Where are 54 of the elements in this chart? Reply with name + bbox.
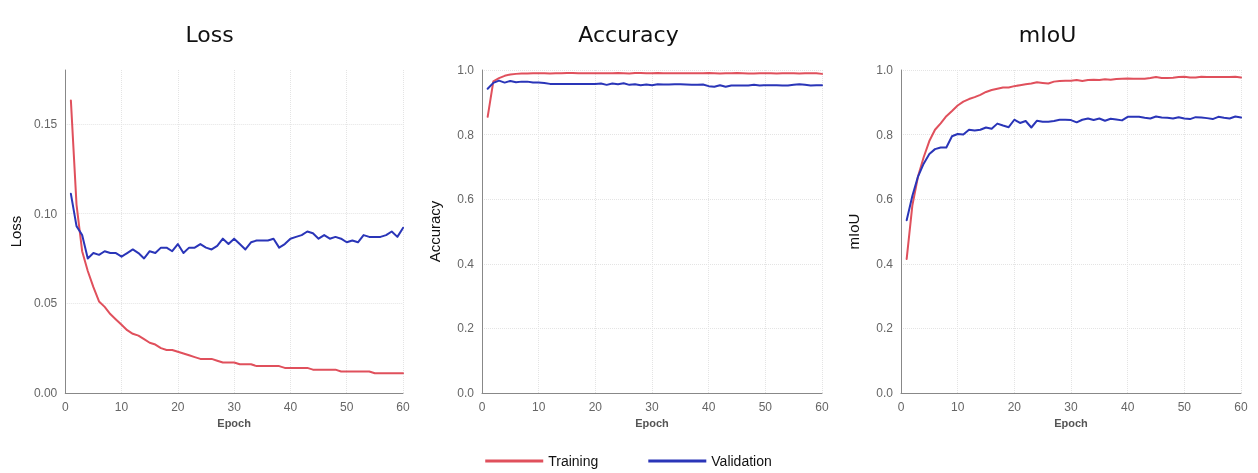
- x-tick-label: 10: [114, 400, 129, 414]
- y-axis-title: mIoU: [845, 213, 862, 250]
- chart-title: mIoU: [1018, 21, 1077, 47]
- x-tick-label: 10: [950, 400, 965, 414]
- y-tick-label: 0.8: [457, 127, 475, 142]
- x-tick-label: 30: [645, 400, 659, 414]
- y-tick-label: 0.4: [876, 256, 894, 271]
- line-series: [486, 79, 823, 90]
- x-axis-title: Epoch: [217, 417, 252, 430]
- legend-label: Training: [548, 453, 599, 469]
- line-series: [486, 71, 823, 118]
- y-tick-label: 0.6: [876, 192, 894, 207]
- x-tick-label: 40: [283, 400, 298, 414]
- x-tick-label: 20: [171, 400, 185, 414]
- y-axis-title: Loss: [7, 215, 24, 248]
- x-tick-label: 40: [701, 400, 716, 414]
- y-tick-label: 0.8: [876, 127, 894, 142]
- legend-label: Validation: [711, 453, 772, 469]
- chart-title: Loss: [185, 21, 234, 47]
- x-tick-label: 0: [61, 400, 69, 414]
- y-tick-label: 0.2: [457, 321, 475, 336]
- line-series: [69, 99, 404, 375]
- x-tick-label: 10: [531, 400, 546, 414]
- y-tick-label: 0.0: [457, 386, 475, 400]
- y-tick-label: 0.6: [457, 192, 475, 207]
- x-tick-label: 0: [897, 400, 905, 414]
- x-tick-label: 30: [1064, 400, 1078, 414]
- line-series: [905, 115, 1242, 222]
- y-tick-label: 0.4: [457, 256, 475, 271]
- x-tick-label: 50: [758, 400, 773, 414]
- y-tick-label: 1.0: [876, 63, 894, 77]
- chart-title: Accuracy: [578, 21, 679, 47]
- y-tick-label: 0.00: [33, 386, 58, 400]
- y-tick-label: 0.0: [876, 386, 894, 400]
- y-tick-label: 0.05: [33, 296, 58, 311]
- x-tick-label: 50: [1177, 400, 1192, 414]
- y-axis-title: Accuracy: [426, 200, 443, 263]
- x-axis-title: Epoch: [635, 417, 670, 430]
- y-tick-label: 1.0: [457, 63, 475, 77]
- x-tick-label: 0: [478, 400, 486, 414]
- x-tick-label: 30: [227, 400, 242, 414]
- line-series: [69, 192, 404, 260]
- y-tick-label: 0.2: [876, 321, 894, 336]
- y-tick-label: 0.10: [33, 206, 58, 221]
- line-series: [905, 75, 1242, 260]
- x-tick-label: 50: [340, 400, 354, 414]
- x-tick-label: 20: [1007, 400, 1022, 414]
- x-axis-title: Epoch: [1054, 417, 1089, 430]
- x-tick-label: 20: [588, 400, 603, 414]
- y-tick-label: 0.15: [33, 116, 58, 131]
- x-tick-label: 60: [1234, 400, 1248, 414]
- x-tick-label: 60: [396, 400, 410, 414]
- x-tick-label: 40: [1120, 400, 1135, 414]
- x-tick-label: 60: [815, 400, 829, 414]
